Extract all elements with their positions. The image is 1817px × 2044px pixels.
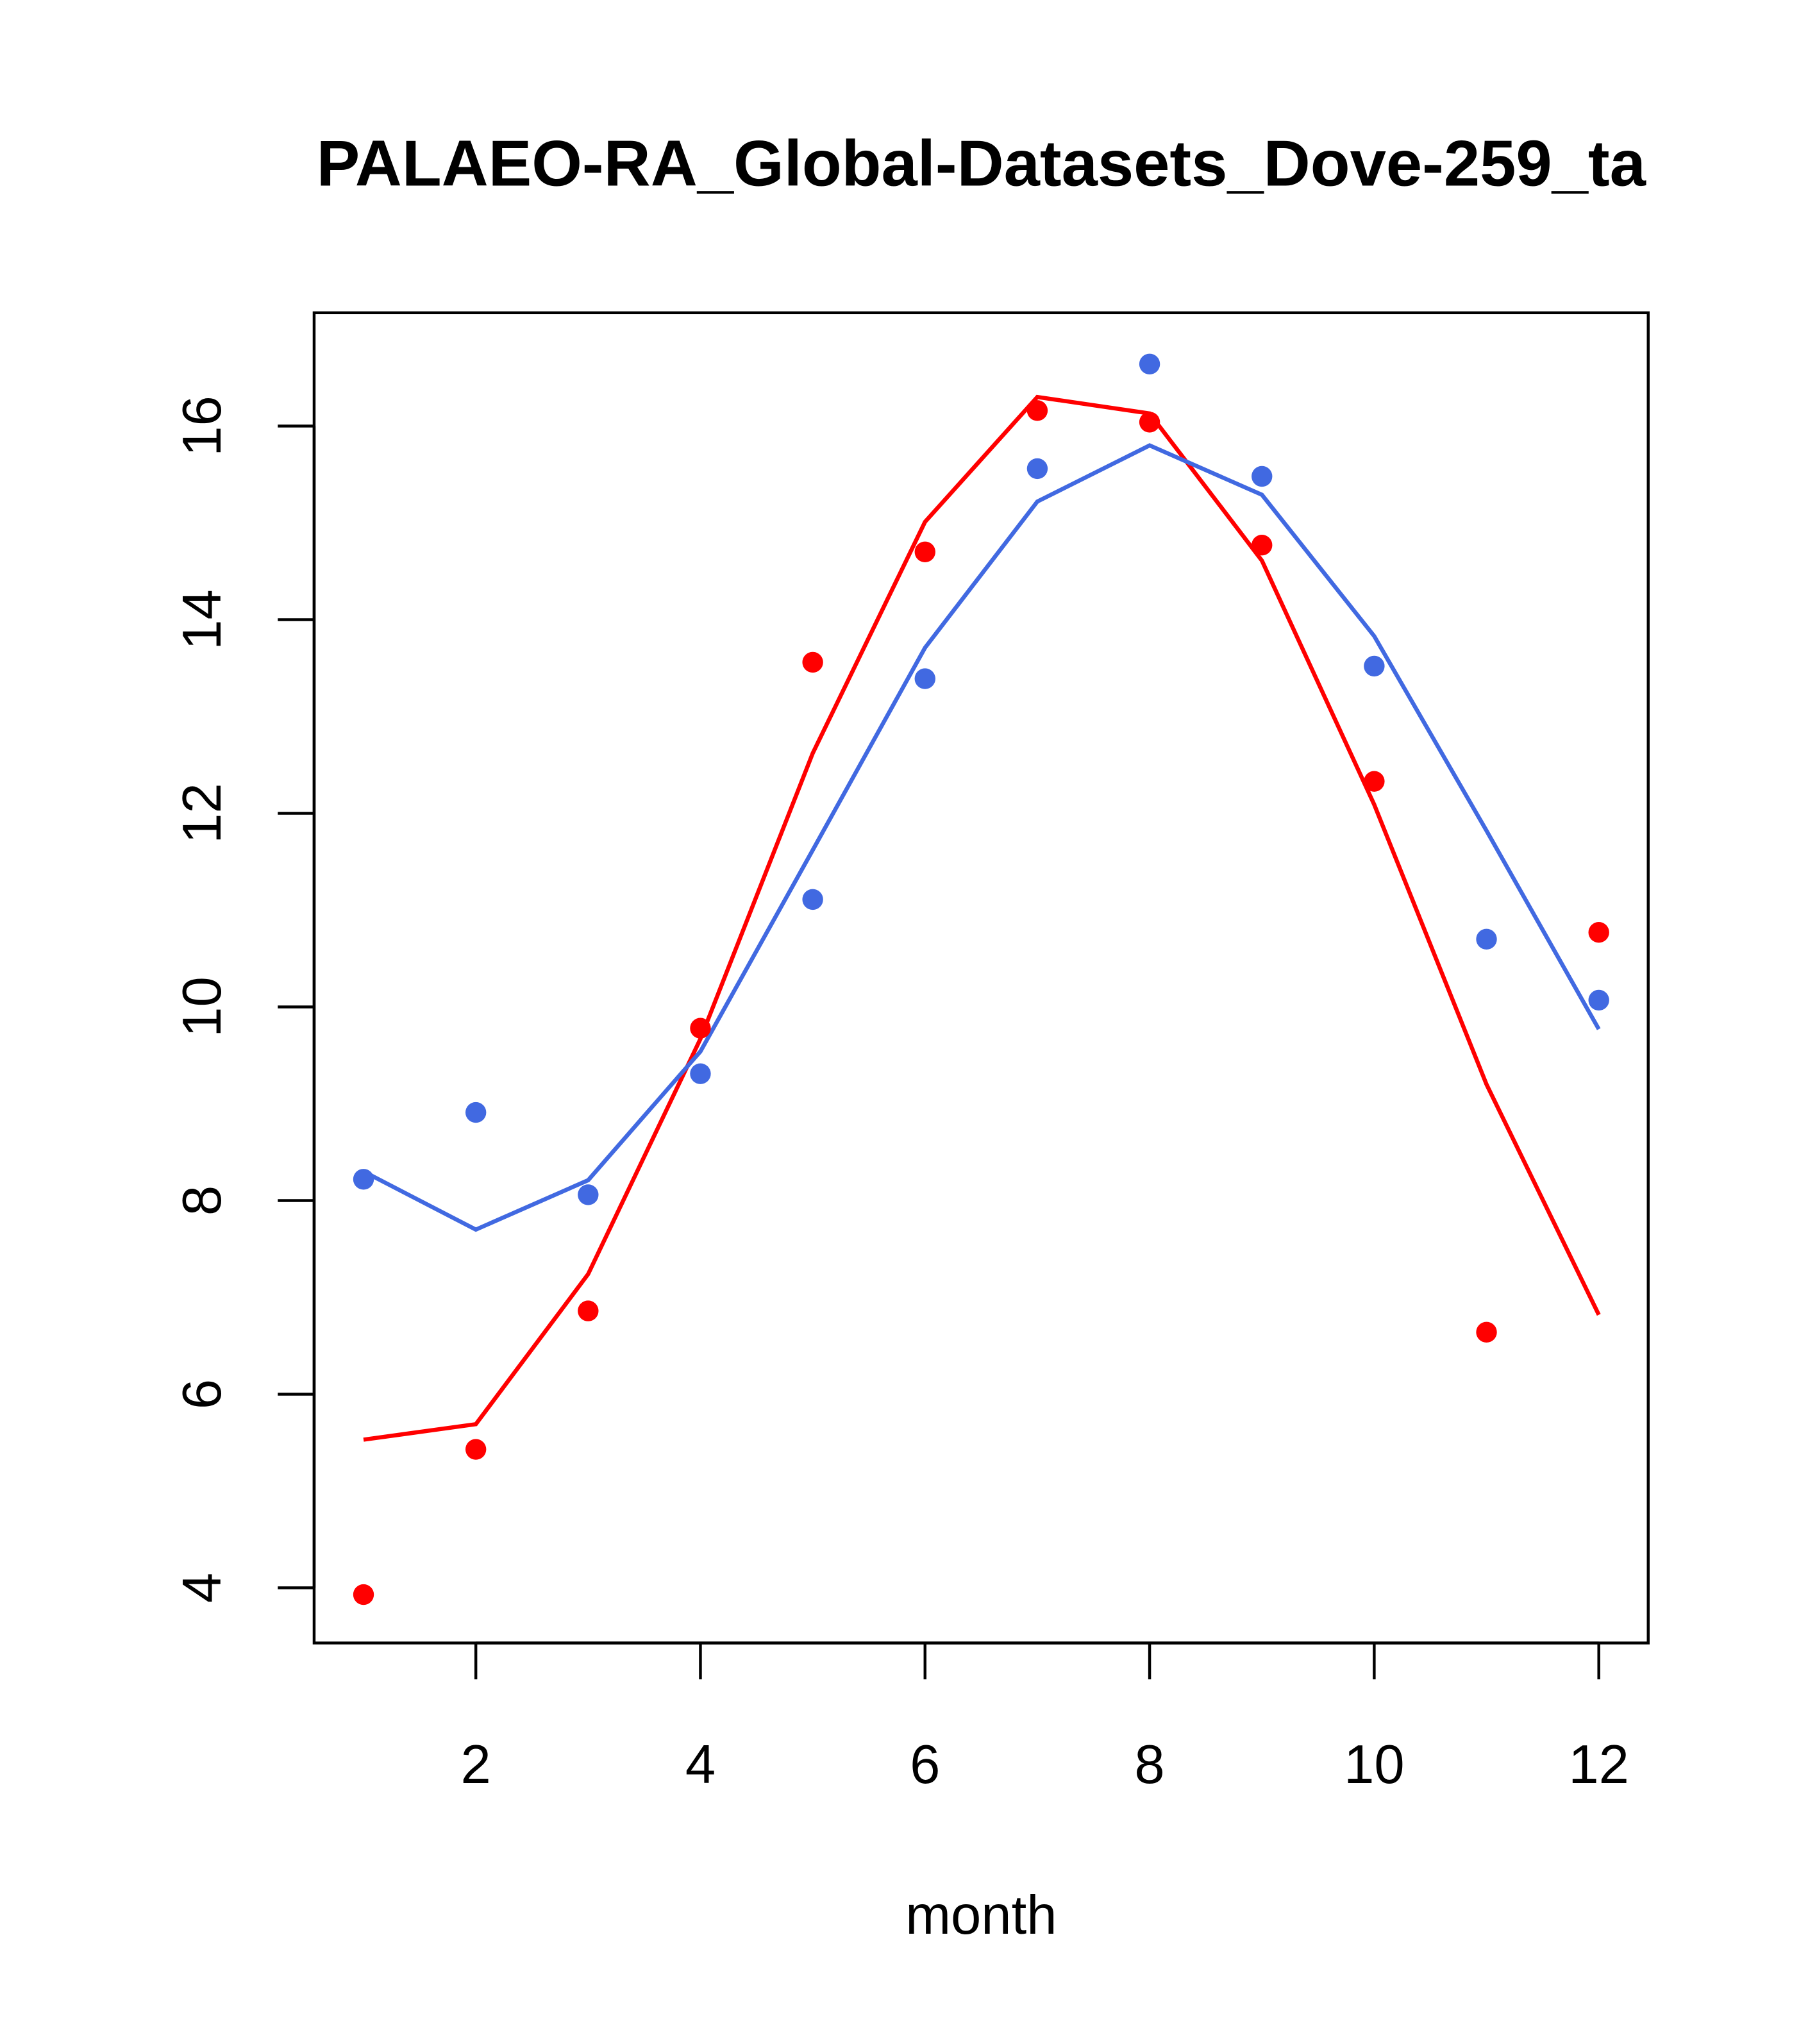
data-point <box>1139 353 1160 375</box>
y-tick-label: 14 <box>172 589 233 650</box>
data-point <box>1588 922 1609 943</box>
data-point <box>1364 655 1385 677</box>
data-point <box>914 541 935 562</box>
axis-layer: 2 4 6 8 10 12 4 6 8 10 12 14 16 <box>172 396 1629 1795</box>
data-point <box>802 889 823 910</box>
chart-title: PALAEO-RA_Global-Datasets_Dove-259_ta <box>317 127 1646 199</box>
data-point <box>1364 771 1385 792</box>
data-point <box>1252 465 1273 487</box>
data-point <box>1026 458 1048 480</box>
y-tick-label: 12 <box>172 783 233 844</box>
x-axis-label: month <box>905 1885 1057 1946</box>
y-tick-label: 10 <box>172 976 233 1037</box>
y-tick-label: 8 <box>172 1185 233 1216</box>
data-point <box>578 1184 599 1205</box>
data-point <box>1588 989 1609 1011</box>
x-tick-label: 8 <box>1134 1734 1164 1795</box>
data-point <box>353 1584 374 1605</box>
data-point <box>690 1018 711 1039</box>
x-tick-label: 10 <box>1344 1734 1405 1795</box>
data-point <box>1026 400 1048 421</box>
x-tick-label: 12 <box>1568 1734 1629 1795</box>
y-tick-label: 4 <box>172 1573 233 1603</box>
plot-frame <box>312 311 1650 1645</box>
y-tick-label: 16 <box>172 396 233 457</box>
y-tick-label: 6 <box>172 1379 233 1409</box>
data-point <box>1139 412 1160 433</box>
series-line-2 <box>363 394 1601 1442</box>
series-line-3 <box>362 443 1601 1232</box>
data-point <box>914 668 935 689</box>
data-point <box>465 1102 487 1123</box>
data-point <box>465 1439 487 1460</box>
data-point <box>1252 535 1273 556</box>
data-point <box>690 1063 711 1084</box>
data-point <box>1476 928 1497 950</box>
x-tick-label: 4 <box>685 1734 716 1795</box>
data-point <box>578 1300 599 1321</box>
data-point <box>802 651 823 673</box>
data-point <box>1476 1321 1497 1343</box>
x-tick-label: 6 <box>910 1734 940 1795</box>
x-tick-label: 2 <box>461 1734 491 1795</box>
data-point <box>353 1169 374 1190</box>
series-layer <box>353 353 1609 1605</box>
